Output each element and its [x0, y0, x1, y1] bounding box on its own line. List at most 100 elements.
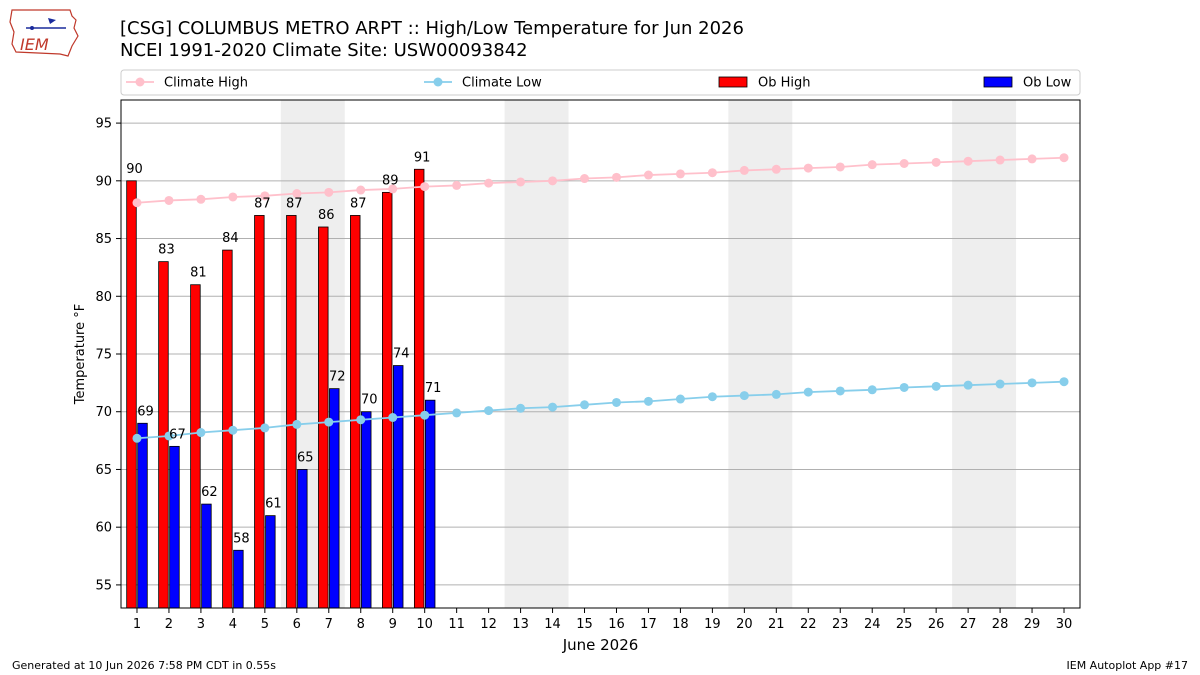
- grid-lines: [121, 122, 1080, 586]
- ob-low-bar: [297, 469, 308, 609]
- climate-low-point: [707, 392, 717, 402]
- legend-climate-high-marker: [135, 77, 145, 87]
- y-tick-label: 60: [95, 521, 112, 536]
- legend-ob-high-swatch: [718, 76, 748, 88]
- x-tick-label: 13: [512, 617, 529, 632]
- climate-low-point: [963, 380, 973, 390]
- climate-low-point: [452, 408, 462, 418]
- x-tick-label: 28: [992, 617, 1009, 632]
- ob-high-bar-label: 91: [414, 150, 431, 165]
- ob-low-bar-label: 65: [297, 450, 314, 465]
- climate-lines: [132, 153, 1069, 443]
- climate-high-point: [1059, 153, 1069, 163]
- x-tick-label: 18: [672, 617, 689, 632]
- y-axis-label: Temperature °F: [73, 304, 88, 405]
- ob-high-bar-label: 87: [350, 196, 367, 211]
- x-tick-label: 9: [389, 617, 397, 632]
- climate-low-point: [867, 385, 877, 395]
- climate-high-point: [388, 184, 398, 194]
- x-tick-label: 15: [576, 617, 593, 632]
- ob-low-bar-label: 69: [137, 404, 154, 419]
- y-tick-label: 90: [95, 174, 112, 189]
- ob-low-bar: [169, 445, 180, 609]
- x-tick-label: 8: [357, 617, 365, 632]
- ob-high-bar: [190, 284, 201, 609]
- climate-high-point: [611, 172, 621, 182]
- x-tick-label: 27: [960, 617, 977, 632]
- climate-high-point: [196, 194, 206, 204]
- ob-high-bar: [318, 226, 329, 609]
- x-tick-label: 16: [608, 617, 625, 632]
- climate-high-point: [548, 176, 558, 186]
- climate-high-point: [963, 156, 973, 166]
- iem-logo-graphic: IEM: [9, 9, 79, 57]
- climate-high-point: [835, 162, 845, 172]
- climate-low-point: [835, 386, 845, 396]
- climate-high-point: [580, 174, 590, 184]
- x-tick-label: 2: [165, 617, 173, 632]
- ob-low-bar-label: 74: [393, 347, 410, 362]
- x-tick-label: 7: [325, 617, 333, 632]
- climate-high-point: [292, 189, 302, 199]
- climate-high-point: [516, 177, 526, 187]
- climate-high-point: [931, 157, 941, 167]
- climate-high-point: [643, 170, 653, 180]
- y-tick-label: 95: [95, 117, 112, 132]
- ob-low-bar-label: 58: [233, 531, 250, 546]
- climate-high-point: [899, 159, 909, 168]
- ob-low-bar: [265, 515, 276, 609]
- x-tick-label: 23: [832, 617, 849, 632]
- ob-low-bar: [424, 399, 436, 609]
- ob-high-bar: [126, 180, 137, 609]
- legend-ob-high-label: Ob High: [758, 76, 811, 91]
- climate-low-point: [260, 423, 270, 433]
- y-tick-label: 55: [95, 578, 112, 593]
- ob-high-bar-label: 84: [222, 231, 239, 246]
- x-tick-label: 19: [704, 617, 721, 632]
- legend-climate-low-marker: [433, 77, 443, 87]
- climate-low-point: [611, 397, 621, 407]
- climate-low-point: [803, 387, 813, 397]
- logo-text: IEM: [20, 35, 49, 54]
- legend: Climate High Climate Low Ob High Ob Low: [120, 69, 1081, 96]
- ob-high-bar: [350, 215, 361, 609]
- ob-high-bar-label: 89: [382, 173, 399, 188]
- ob-low-bar-label: 70: [361, 393, 378, 408]
- x-tick-label: 12: [480, 617, 497, 632]
- x-tick-label: 14: [544, 617, 561, 632]
- generated-timestamp: Generated at 10 Jun 2026 7:58 PM CDT in …: [12, 659, 277, 672]
- climate-low-point: [228, 425, 238, 435]
- bar-value-labels: 90 83 81 84 87 87 86 87 89 91 69 67 62 58 61 65 72 70 74 71: [126, 150, 441, 546]
- climate-low-point: [196, 428, 206, 438]
- legend-box: [120, 69, 1081, 96]
- climate-high-point: [739, 165, 749, 175]
- chart-title: [CSG] COLUMBUS METRO ARPT :: High/Low Te…: [120, 18, 744, 39]
- y-tick-label: 85: [95, 232, 112, 247]
- climate-high-point: [164, 195, 174, 205]
- x-tick-label: 26: [928, 617, 945, 632]
- ob-low-bar-label: 71: [425, 381, 442, 396]
- ob-high-bar: [254, 215, 265, 609]
- climate-low-point: [484, 406, 494, 416]
- ob-low-bar: [137, 422, 148, 609]
- ob-high-bar-label: 90: [126, 162, 143, 177]
- x-tick-label: 3: [197, 617, 205, 632]
- climate-low-point: [931, 381, 941, 391]
- climate-low-point: [356, 415, 366, 425]
- ob-high-bar-label: 81: [190, 266, 207, 281]
- climate-low-point: [420, 410, 430, 420]
- climate-high-point: [675, 169, 685, 179]
- climate-high-point: [324, 187, 334, 197]
- climate-high-point: [356, 185, 366, 195]
- climate-low-point: [580, 400, 590, 410]
- ob-low-bar-label: 72: [329, 370, 346, 385]
- ob-low-bar: [393, 365, 404, 609]
- ob-low-bar: [233, 549, 244, 609]
- climate-high-point: [228, 192, 238, 202]
- climate-low-point: [1027, 378, 1037, 388]
- app-label: IEM Autoplot App #17: [1066, 659, 1189, 672]
- climate-low-point: [643, 396, 653, 406]
- climate-high-point: [484, 178, 494, 188]
- x-tick-label: 5: [261, 617, 269, 632]
